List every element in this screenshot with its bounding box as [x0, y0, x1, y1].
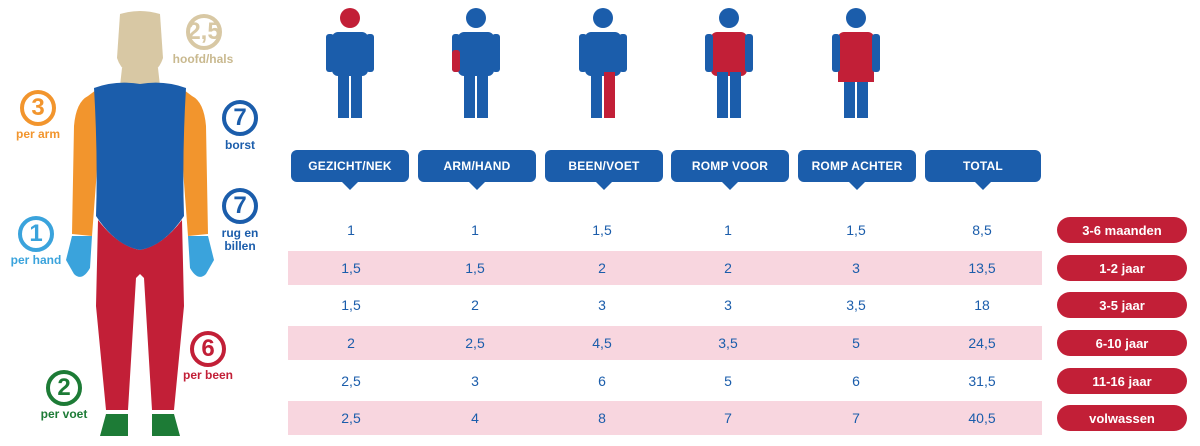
cell-leg-foot: 3: [598, 297, 606, 313]
badge-head-label: hoofd/hals: [172, 52, 234, 66]
badge-arm-value: 3: [20, 90, 56, 126]
cell-back-torso: 6: [852, 373, 860, 389]
cell-arm-hand: 2: [471, 297, 479, 313]
header-total: TOTAL: [925, 150, 1041, 190]
cell-total: 13,5: [968, 260, 996, 276]
figure-head-highlight-icon: [326, 8, 374, 118]
badge-back-label: rug en billen: [221, 226, 259, 253]
cell-total: 40,5: [968, 410, 996, 426]
figure-left-hand: [66, 236, 92, 277]
age-label: 3-6 maanden: [1057, 217, 1187, 243]
figure-head: [117, 11, 163, 78]
cell-front-torso: 1: [724, 222, 732, 238]
cell-front-torso: 7: [724, 410, 732, 426]
badge-chest-label: borst: [225, 138, 255, 152]
cell-back-torso: 1,5: [846, 222, 866, 238]
cell-arm-hand: 1,5: [465, 260, 485, 276]
figure-left-foot: [100, 414, 128, 436]
badge-arm-label: per arm: [15, 127, 61, 141]
cell-face-neck: 2,5: [341, 373, 361, 389]
cell-leg-foot: 1,5: [592, 222, 612, 238]
age-label: 3-5 jaar: [1057, 292, 1187, 318]
figure-legs: [96, 220, 184, 410]
row-band-4: [288, 326, 1042, 360]
cell-back-torso: 3: [852, 260, 860, 276]
cell-arm-hand: 4: [471, 410, 479, 426]
header-back-torso: ROMP ACHTER: [798, 150, 916, 190]
header-front-torso: ROMP VOOR: [671, 150, 789, 190]
header-face-neck: GEZICHT/NEK: [291, 150, 409, 190]
figure-right-foot: [152, 414, 180, 436]
badge-foot-label: per voet: [40, 407, 88, 421]
cell-arm-hand: 2,5: [465, 335, 485, 351]
cell-leg-foot: 2: [598, 260, 606, 276]
age-label: 6-10 jaar: [1057, 330, 1187, 356]
cell-front-torso: 3: [724, 297, 732, 313]
badge-head-value: 2,5: [186, 14, 222, 50]
cell-face-neck: 1,5: [341, 260, 361, 276]
cell-leg-foot: 8: [598, 410, 606, 426]
cell-leg-foot: 6: [598, 373, 606, 389]
cell-back-torso: 5: [852, 335, 860, 351]
badge-chest-value: 7: [222, 100, 258, 136]
cell-face-neck: 1,5: [341, 297, 361, 313]
age-label: 1-2 jaar: [1057, 255, 1187, 281]
cell-total: 31,5: [968, 373, 996, 389]
row-band-2: [288, 251, 1042, 285]
figure-left-arm: [72, 90, 98, 236]
cell-face-neck: 2,5: [341, 410, 361, 426]
figure-chest-highlight-icon: [705, 8, 753, 118]
cell-face-neck: 2: [347, 335, 355, 351]
age-label: 11-16 jaar: [1057, 368, 1187, 394]
age-label: volwassen: [1057, 405, 1187, 431]
figure-arm-highlight-icon: [452, 8, 500, 118]
figure-right-arm: [182, 90, 208, 236]
cell-back-torso: 7: [852, 410, 860, 426]
row-band-6: [288, 401, 1042, 435]
cell-total: 8,5: [972, 222, 992, 238]
cell-arm-hand: 1: [471, 222, 479, 238]
badge-leg-value: 6: [190, 331, 226, 367]
header-arm-hand: ARM/HAND: [418, 150, 536, 190]
badge-leg-label: per been: [182, 368, 233, 382]
badge-hand-label: per hand: [10, 253, 62, 267]
figure-neck: [120, 68, 160, 86]
figure-back-highlight-icon: [832, 8, 880, 118]
cell-arm-hand: 3: [471, 373, 479, 389]
cell-front-torso: 3,5: [718, 335, 738, 351]
cell-face-neck: 1: [347, 222, 355, 238]
badge-back-value: 7: [222, 188, 258, 224]
figure-torso: [94, 82, 186, 251]
cell-front-torso: 2: [724, 260, 732, 276]
cell-leg-foot: 4,5: [592, 335, 612, 351]
badge-hand-value: 1: [18, 216, 54, 252]
figure-right-hand: [188, 236, 214, 277]
cell-back-torso: 3,5: [846, 297, 866, 313]
cell-total: 18: [974, 297, 990, 313]
badge-foot-value: 2: [46, 370, 82, 406]
body-figure-icon: [66, 11, 214, 436]
cell-front-torso: 5: [724, 373, 732, 389]
figure-leg-highlight-icon: [579, 8, 627, 118]
header-leg-foot: BEEN/VOET: [545, 150, 663, 190]
cell-total: 24,5: [968, 335, 996, 351]
